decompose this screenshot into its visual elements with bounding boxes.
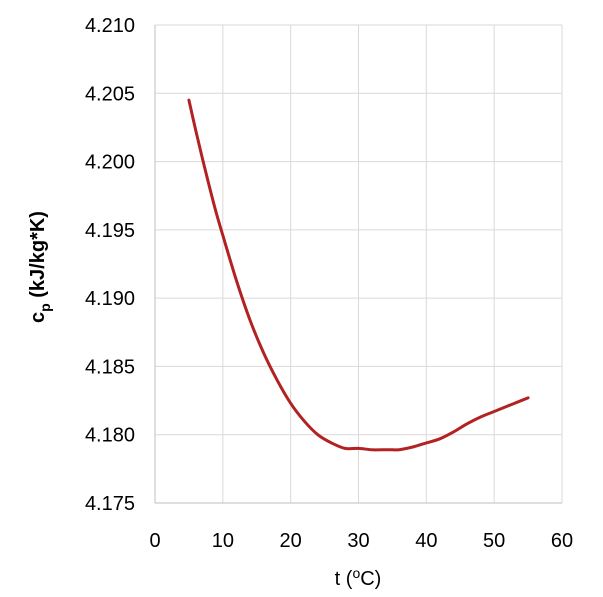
y-tick-label: 4.190 xyxy=(85,288,135,310)
y-tick-label: 4.210 xyxy=(85,15,135,37)
y-axis-title: cp (kJ/kg*K) xyxy=(27,211,53,323)
y-tick-label: 4.205 xyxy=(85,83,135,105)
x-tick-label: 30 xyxy=(347,530,369,552)
grid xyxy=(155,24,563,503)
series-line-0 xyxy=(187,98,530,452)
y-tick-labels: 4.175 4.180 4.185 4.190 4.195 4.200 4.205 4.210 xyxy=(85,15,135,515)
y-tick-label: 4.195 xyxy=(85,220,135,242)
x-tick-label: 40 xyxy=(415,530,437,552)
y-tick-label: 4.185 xyxy=(85,356,135,378)
x-tick-label: 60 xyxy=(551,530,573,552)
axes xyxy=(154,25,562,504)
y-tick-label: 4.175 xyxy=(85,493,135,515)
x-tick-label: 0 xyxy=(149,530,160,552)
series-layer xyxy=(187,98,530,452)
x-tick-label: 10 xyxy=(212,530,234,552)
x-tick-labels: 0 10 20 30 40 50 60 xyxy=(149,530,573,552)
x-tick-label: 20 xyxy=(280,530,302,552)
x-axis-title: t (oC) xyxy=(335,565,382,590)
y-tick-label: 4.180 xyxy=(85,425,135,447)
x-tick-label: 50 xyxy=(483,530,505,552)
y-tick-label: 4.200 xyxy=(85,152,135,174)
